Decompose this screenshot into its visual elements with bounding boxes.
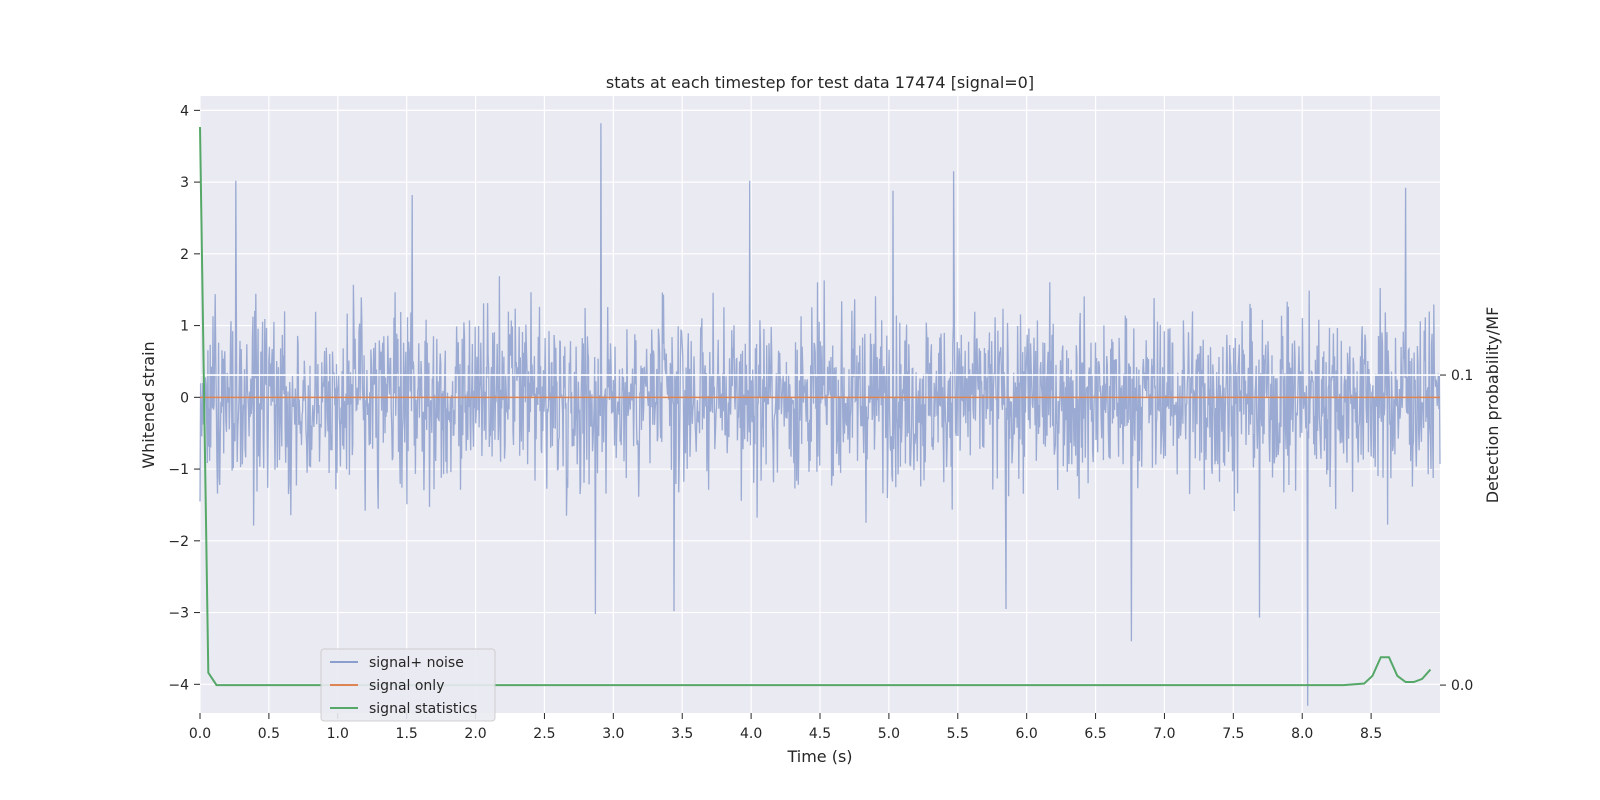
y2-tick-label-0: 0.1 (1451, 368, 1473, 384)
x-tick-label-11: 5.5 (947, 726, 969, 742)
x-tick-label-4: 2.0 (464, 726, 486, 742)
x-tick-label-12: 6.0 (1016, 726, 1038, 742)
legend-entry-noise: signal+ noise (369, 655, 464, 671)
y-tick-label-3: 1 (180, 319, 189, 335)
x-tick-label-10: 5.0 (878, 726, 900, 742)
x-tick-label-9: 4.5 (809, 726, 831, 742)
x-axis-title: Time (s) (786, 747, 852, 766)
series-signal-noise (199, 123, 1441, 706)
y-tick-label-4: 0 (180, 390, 189, 406)
stats-line (199, 126, 1432, 687)
x-tick-label-7: 3.5 (671, 726, 693, 742)
x-axis: 0.0 0.5 1.0 1.5 2.0 2.5 3.0 3.5 4.0 4.5 5.0 5.5 6.0 6… (189, 713, 1382, 742)
x-tick-label-8: 4.0 (740, 726, 762, 742)
x-tick-label-16: 8.0 (1291, 726, 1313, 742)
x-tick-label-1: 0.5 (258, 726, 280, 742)
x-tick-label-5: 2.5 (533, 726, 555, 742)
x-tick-label-2: 1.0 (327, 726, 349, 742)
y-axis-left: 4 3 2 1 0 −1 −2 −3 −4 (168, 103, 200, 693)
legend-entry-stats: signal statistics (369, 701, 477, 717)
x-tick-label-6: 3.0 (602, 726, 624, 742)
x-tick-label-15: 7.5 (1222, 726, 1244, 742)
chart-title: stats at each timestep for test data 174… (606, 73, 1034, 92)
y2-tick-label-1: 0.0 (1451, 678, 1473, 694)
legend-entry-signal: signal only (369, 678, 444, 694)
x-tick-label-14: 7.0 (1153, 726, 1175, 742)
y-tick-label-1: 3 (180, 175, 189, 191)
noise-trace (199, 123, 1441, 706)
y-tick-label-8: −4 (168, 677, 189, 693)
y-axis-title: Whitened strain (139, 341, 158, 468)
y-axis-right: 0.1 0.0 (1440, 368, 1473, 694)
y-tick-label-0: 4 (180, 103, 189, 119)
legend: signal+ noise signal only signal statist… (320, 648, 496, 722)
x-tick-label-13: 6.5 (1084, 726, 1106, 742)
y-tick-label-7: −3 (168, 606, 189, 622)
x-tick-label-3: 1.5 (396, 726, 418, 742)
x-tick-label-17: 8.5 (1360, 726, 1382, 742)
legend-box (320, 648, 496, 722)
y-tick-label-6: −2 (168, 534, 189, 550)
series-signal-statistics (199, 126, 1432, 687)
y-tick-label-5: −1 (168, 462, 189, 478)
x-tick-label-0: 0.0 (189, 726, 211, 742)
y2-axis-title: Detection probability/MF (1483, 307, 1502, 504)
y-tick-label-2: 2 (180, 247, 189, 263)
